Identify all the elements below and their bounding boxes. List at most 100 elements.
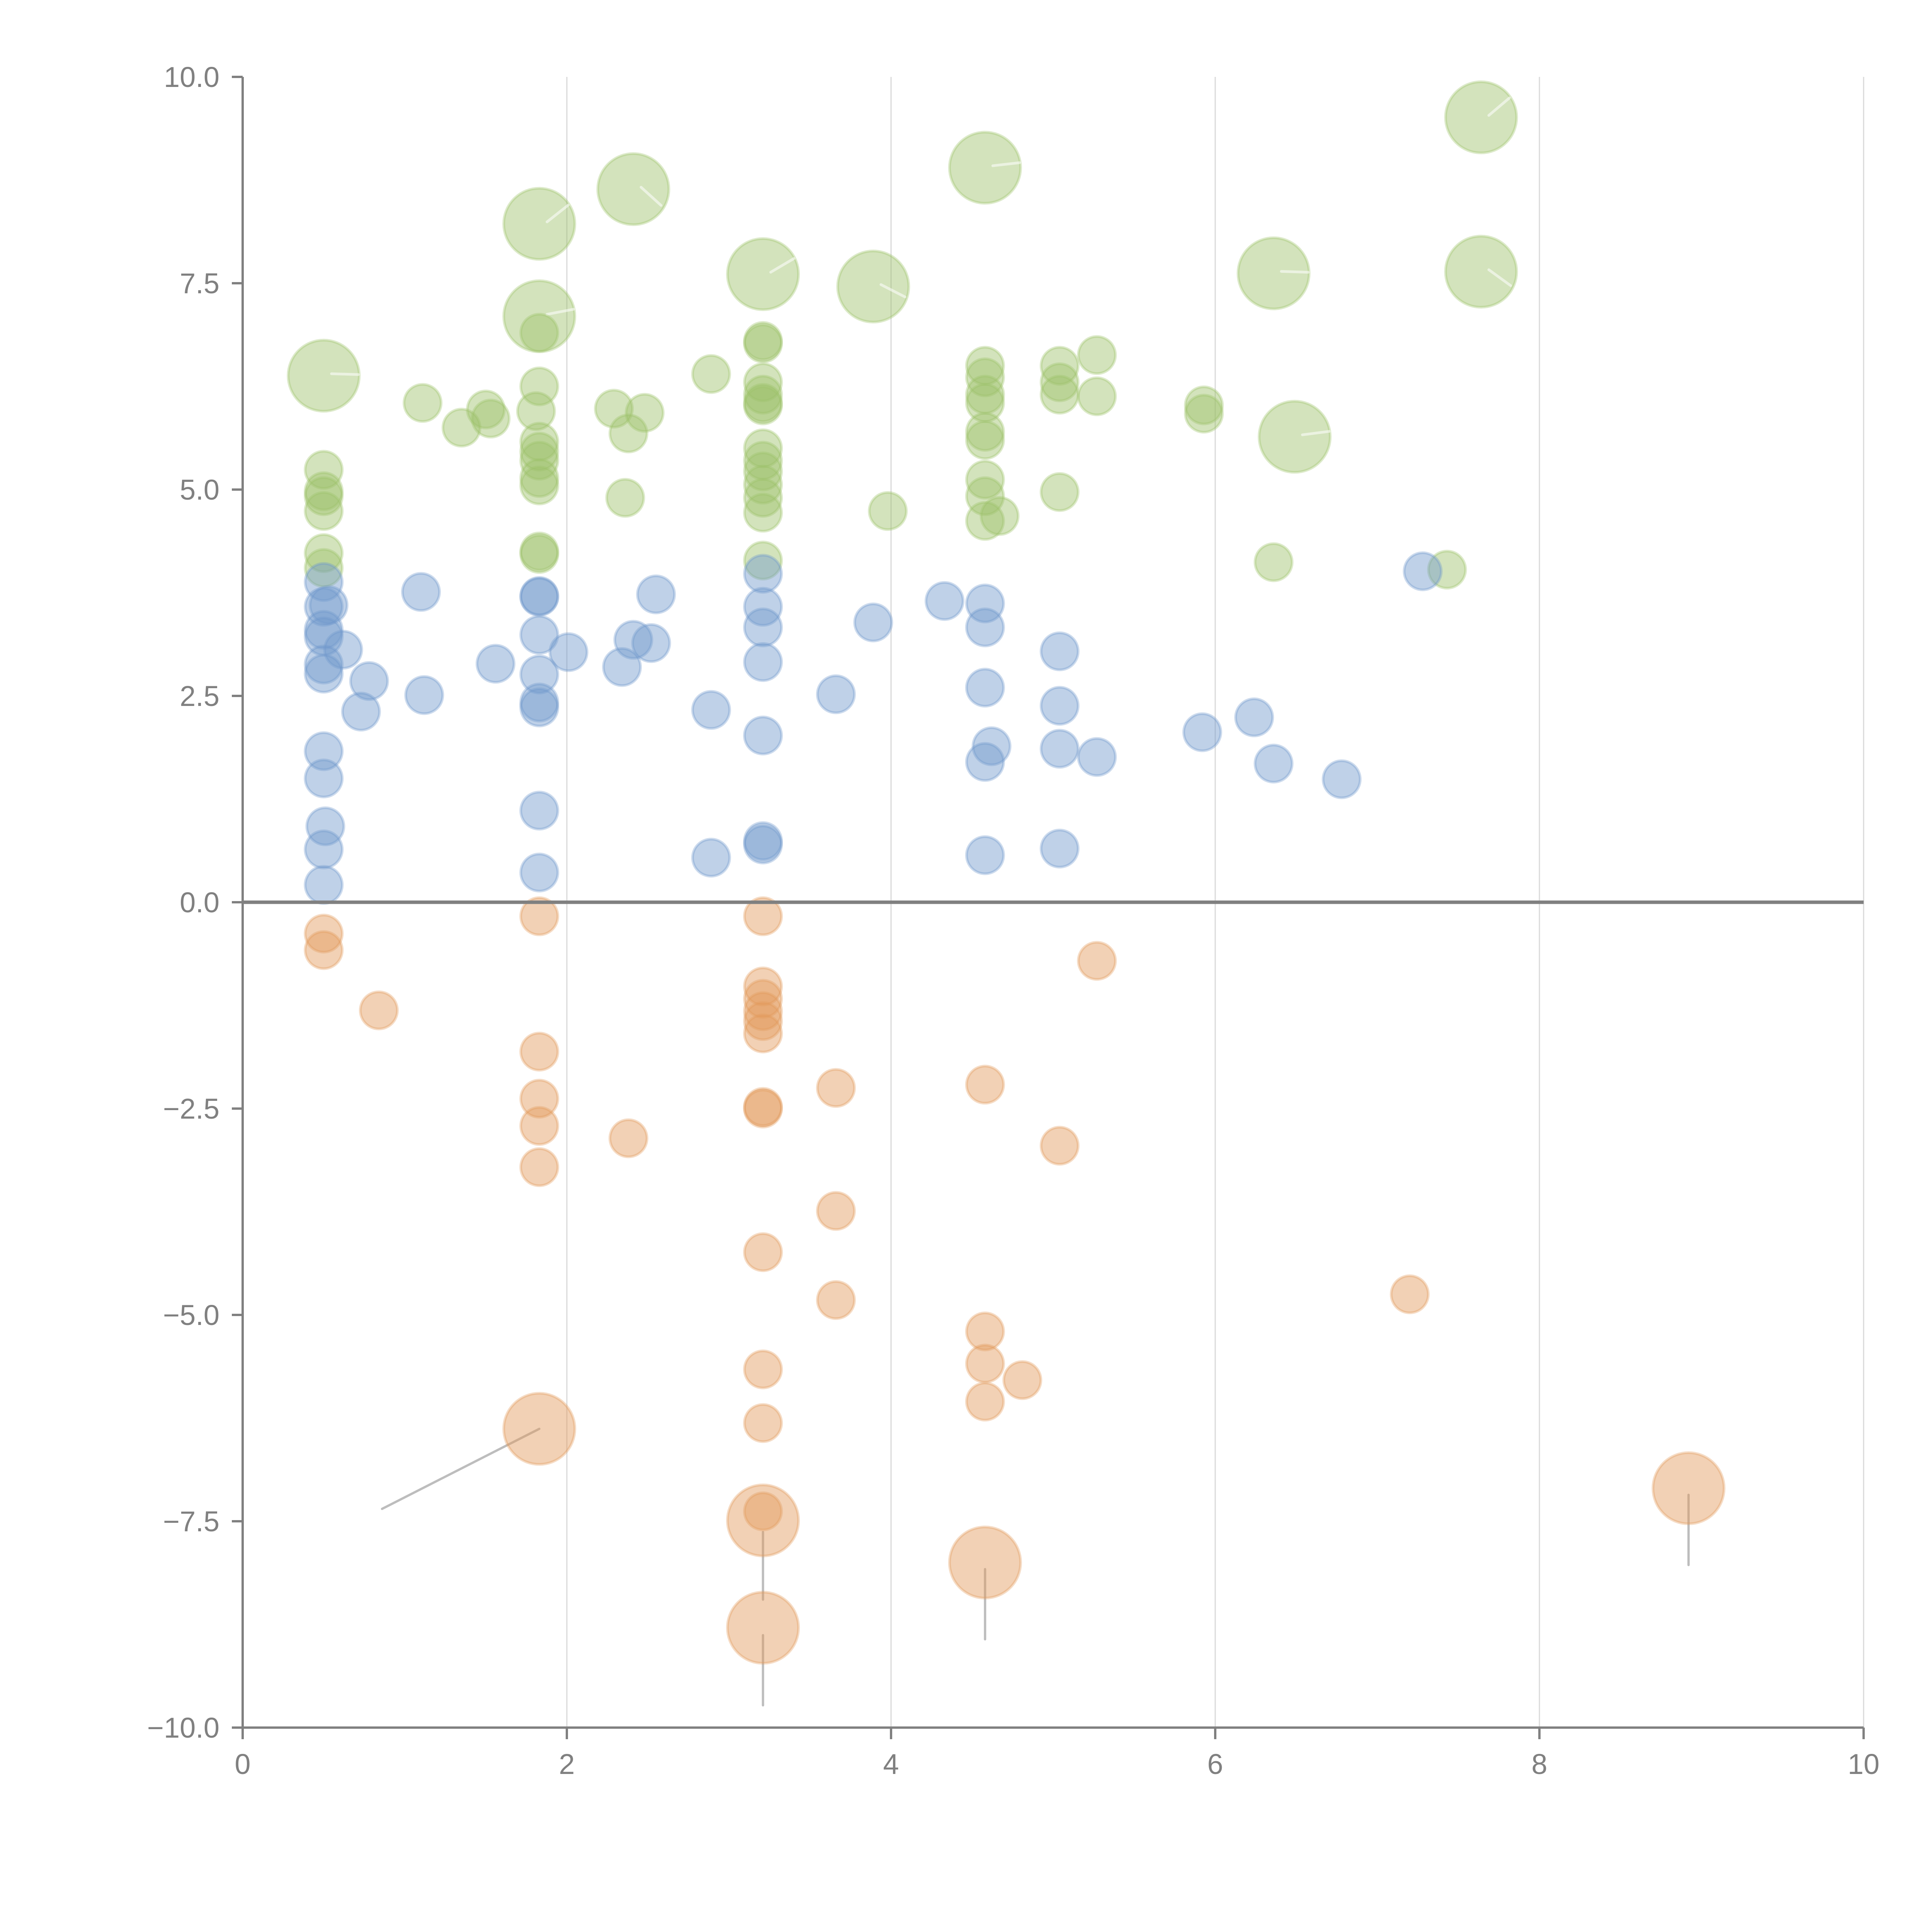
bubble-green[interactable] xyxy=(1039,346,1080,386)
bubble-green[interactable] xyxy=(596,152,670,226)
bubble-green[interactable] xyxy=(1077,335,1117,375)
bubble-blue[interactable] xyxy=(631,623,671,663)
bubble-green[interactable] xyxy=(691,354,731,394)
bubble-green[interactable] xyxy=(743,374,783,415)
bubble-green[interactable] xyxy=(304,471,344,511)
bubble-blue[interactable] xyxy=(636,574,676,614)
bubble-blue[interactable] xyxy=(743,824,783,864)
bubble-orange[interactable] xyxy=(965,1344,1005,1384)
bubble-green[interactable] xyxy=(1253,542,1294,582)
bubble-green[interactable] xyxy=(304,476,344,516)
bubble-green[interactable] xyxy=(1039,472,1080,512)
bubble-green[interactable] xyxy=(743,383,783,423)
bubble-blue[interactable] xyxy=(304,645,344,685)
bubble-blue[interactable] xyxy=(965,583,1005,624)
bubble-green[interactable] xyxy=(304,533,344,573)
bubble-green[interactable] xyxy=(965,459,1005,500)
bubble-blue[interactable] xyxy=(613,620,653,660)
bubble-orange[interactable] xyxy=(743,896,783,936)
bubble-green[interactable] xyxy=(624,393,665,433)
bubble-green[interactable] xyxy=(965,420,1005,460)
bubble-blue[interactable] xyxy=(341,692,381,732)
bubble-green[interactable] xyxy=(519,440,560,481)
bubble-orange[interactable] xyxy=(1651,1451,1726,1526)
bubble-green[interactable] xyxy=(502,187,577,261)
bubble-orange[interactable] xyxy=(519,1032,560,1072)
bubble-green[interactable] xyxy=(965,346,1005,386)
bubble-blue[interactable] xyxy=(519,791,560,831)
bubble-blue[interactable] xyxy=(304,865,344,905)
bubble-blue[interactable] xyxy=(743,554,783,594)
bubble-green[interactable] xyxy=(743,541,783,581)
bubble-blue[interactable] xyxy=(304,759,344,799)
bubble-orange[interactable] xyxy=(1389,1274,1430,1315)
bubble-green[interactable] xyxy=(519,313,560,353)
bubble-green[interactable] xyxy=(403,383,443,423)
bubble-blue[interactable] xyxy=(816,674,856,714)
bubble-blue[interactable] xyxy=(924,581,964,621)
bubble-green[interactable] xyxy=(608,413,648,454)
bubble-blue[interactable] xyxy=(691,838,731,878)
bubble-orange[interactable] xyxy=(519,1147,560,1187)
bubble-blue[interactable] xyxy=(965,742,1005,782)
bubble-green[interactable] xyxy=(304,450,344,490)
bubble-blue[interactable] xyxy=(965,607,1005,648)
bubble-orange[interactable] xyxy=(743,1491,783,1531)
bubble-orange[interactable] xyxy=(743,1403,783,1443)
bubble-orange[interactable] xyxy=(608,1118,648,1158)
bubble-blue[interactable] xyxy=(349,661,389,701)
bubble-blue[interactable] xyxy=(743,607,783,648)
bubble-green[interactable] xyxy=(502,279,577,353)
bubble-blue[interactable] xyxy=(305,806,345,846)
bubble-green[interactable] xyxy=(287,338,361,413)
bubble-blue[interactable] xyxy=(1039,631,1080,672)
bubble-blue[interactable] xyxy=(519,852,560,893)
bubble-orange[interactable] xyxy=(743,1014,783,1054)
bubble-green[interactable] xyxy=(605,478,645,518)
bubble-green[interactable] xyxy=(519,422,560,462)
bubble-orange[interactable] xyxy=(304,913,344,954)
bubble-orange[interactable] xyxy=(519,896,560,936)
bubble-orange[interactable] xyxy=(1002,1360,1043,1400)
bubble-green[interactable] xyxy=(743,478,783,518)
bubble-blue[interactable] xyxy=(304,653,344,694)
bubble-green[interactable] xyxy=(1184,385,1224,425)
bubble-green[interactable] xyxy=(519,458,560,498)
bubble-green[interactable] xyxy=(519,465,560,505)
bubble-green[interactable] xyxy=(304,548,344,588)
bubble-orange[interactable] xyxy=(743,991,783,1031)
bubble-green[interactable] xyxy=(1236,236,1311,310)
bubble-blue[interactable] xyxy=(519,615,560,655)
bubble-green[interactable] xyxy=(743,321,783,361)
bubble-orange[interactable] xyxy=(726,1483,800,1558)
bubble-green[interactable] xyxy=(471,398,511,439)
bubble-orange[interactable] xyxy=(816,1191,856,1231)
bubble-blue[interactable] xyxy=(401,572,441,612)
bubble-blue[interactable] xyxy=(1234,697,1274,738)
bubble-orange[interactable] xyxy=(743,979,783,1019)
bubble-green[interactable] xyxy=(743,440,783,481)
bubble-green[interactable] xyxy=(743,323,783,364)
bubble-green[interactable] xyxy=(1077,376,1117,417)
bubble-blue[interactable] xyxy=(519,682,560,723)
bubble-green[interactable] xyxy=(519,432,560,472)
bubble-orange[interactable] xyxy=(816,1280,856,1320)
bubble-orange[interactable] xyxy=(965,1311,1005,1352)
bubble-blue[interactable] xyxy=(304,610,344,650)
bubble-blue[interactable] xyxy=(1039,729,1080,769)
bubble-green[interactable] xyxy=(743,385,783,425)
bubble-green[interactable] xyxy=(965,374,1005,415)
bubble-green[interactable] xyxy=(466,389,506,430)
bubble-orange[interactable] xyxy=(743,1349,783,1389)
bubble-blue[interactable] xyxy=(519,687,560,728)
bubble-blue[interactable] xyxy=(323,629,363,670)
bubble-green[interactable] xyxy=(1444,235,1518,309)
bubble-green[interactable] xyxy=(304,491,344,531)
bubble-green[interactable] xyxy=(743,428,783,468)
bubble-green[interactable] xyxy=(594,389,634,429)
bubble-orange[interactable] xyxy=(726,1591,800,1665)
bubble-green[interactable] xyxy=(1039,362,1080,402)
bubble-green[interactable] xyxy=(743,464,783,505)
bubble-orange[interactable] xyxy=(502,1392,577,1466)
bubble-orange[interactable] xyxy=(743,1087,783,1127)
